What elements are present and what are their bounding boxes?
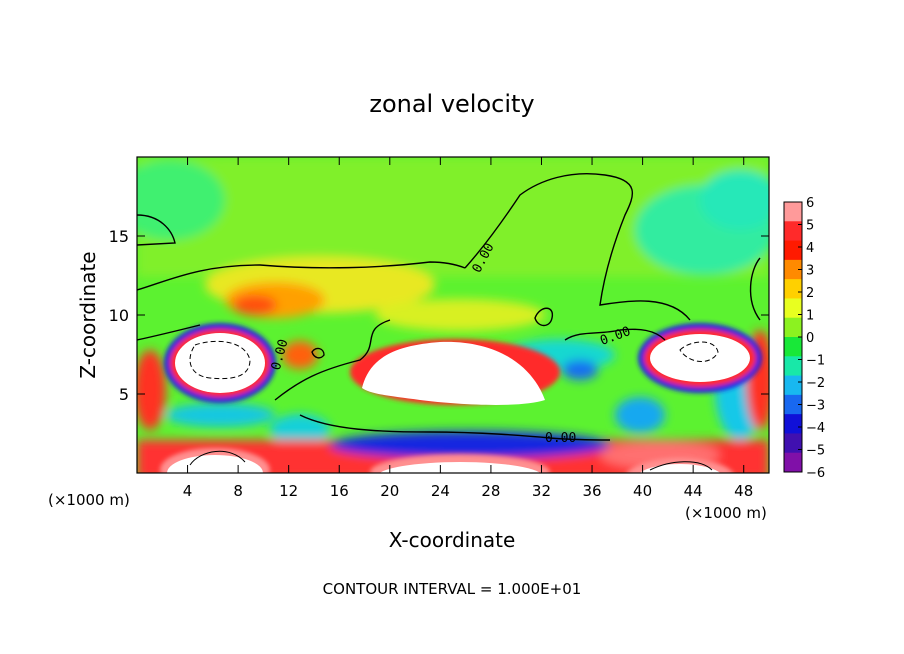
heatmap-field: 0.00 0.00 0.00 0.00 xyxy=(137,157,769,473)
y-tick-label: 10 xyxy=(109,306,129,325)
x-tick-label: 44 xyxy=(684,482,703,500)
x-tick-label: 48 xyxy=(734,482,753,500)
chart-title: zonal velocity xyxy=(369,90,534,118)
colorbar-tick-label: −4 xyxy=(806,421,825,436)
colorbar-swatch xyxy=(784,298,802,319)
colorbar-swatch xyxy=(784,240,802,261)
x-axis: 4 8 12 16 20 24 28 32 36 40 44 48 xyxy=(183,157,753,500)
y-tick-label: 15 xyxy=(109,227,129,246)
colorbar-tick-label: −3 xyxy=(806,399,825,414)
x-tick-label: 24 xyxy=(431,482,450,500)
x-tick-label: 8 xyxy=(233,482,243,500)
colorbar-swatch xyxy=(784,337,802,357)
colorbar-swatch xyxy=(784,259,802,280)
colorbar-tick-label: 4 xyxy=(806,241,814,256)
colorbar-swatch xyxy=(784,452,802,473)
colorbar-swatch xyxy=(784,414,802,434)
colorbar-tick-label: 1 xyxy=(806,309,814,324)
colorbar-tick-label: 3 xyxy=(806,264,814,279)
zero-contours xyxy=(137,173,761,441)
x-tick-label: 16 xyxy=(330,482,349,500)
colorbar-tick-label: −5 xyxy=(806,444,825,459)
colorbar-tick-label: 2 xyxy=(806,286,814,301)
colorbar-tick-label: 6 xyxy=(806,196,814,211)
x-tick-label: 40 xyxy=(633,482,652,500)
colorbar-swatch xyxy=(784,317,802,338)
colorbar-tick-label: −2 xyxy=(806,376,825,391)
contour-interval-note: CONTOUR INTERVAL = 1.000E+01 xyxy=(323,580,582,598)
y-axis: 5 10 15 xyxy=(109,227,769,404)
colorbar-tick-label: 0 xyxy=(806,331,814,346)
colorbar-swatch xyxy=(784,202,802,222)
x-tick-label: 12 xyxy=(279,482,298,500)
x-unit-left: (×1000 m) xyxy=(48,491,130,509)
colorbar-swatch xyxy=(784,279,802,299)
x-tick-label: 32 xyxy=(532,482,551,500)
colorbar: 6 5 4 3 2 1 0 −1 −2 −3 −4 −5 −6 xyxy=(783,196,825,481)
x-tick-label: 28 xyxy=(481,482,500,500)
colorbar-tick-label: −1 xyxy=(806,354,825,369)
x-tick-label: 4 xyxy=(183,482,193,500)
colorbar-swatch xyxy=(784,375,802,396)
x-tick-label: 20 xyxy=(380,482,399,500)
y-axis-label: Z-coordinate xyxy=(76,251,100,378)
y-tick-label: 5 xyxy=(119,385,129,404)
contour-label: 0.00 xyxy=(545,431,576,446)
negative-contours xyxy=(189,340,719,380)
colorbar-tick-label: −6 xyxy=(806,466,825,481)
x-tick-label: 36 xyxy=(582,482,601,500)
colorbar-swatch xyxy=(784,433,802,454)
colorbar-swatch xyxy=(784,221,802,242)
x-unit-right: (×1000 m) xyxy=(685,504,767,522)
colorbar-swatch xyxy=(784,394,802,415)
colorbar-tick-label: 5 xyxy=(806,219,814,234)
x-axis-label: X-coordinate xyxy=(389,528,516,552)
colorbar-swatch xyxy=(784,356,802,377)
